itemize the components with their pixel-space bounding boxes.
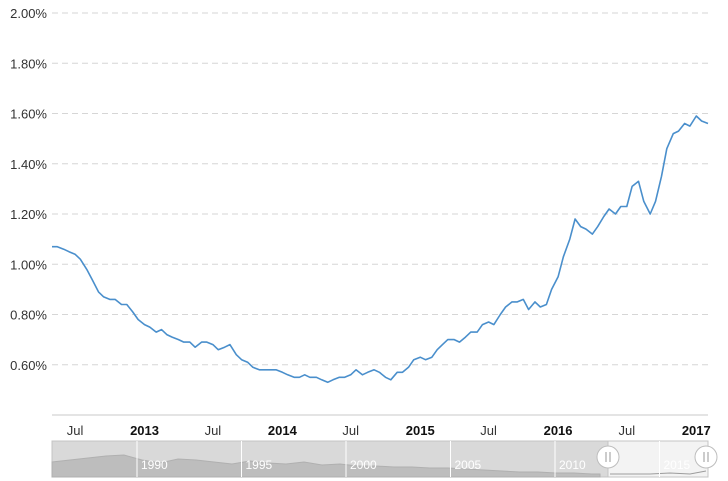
y-tick-label: 1.40%: [10, 157, 47, 172]
navigator-labels: 1990 1995 2000 2005 2010 2015: [141, 458, 691, 472]
navigator-label: 2000: [350, 458, 377, 472]
y-tick-label: 0.60%: [10, 358, 47, 373]
x-tick-label: Jul: [342, 423, 359, 438]
navigator-handle-right[interactable]: [694, 445, 718, 469]
y-tick-label: 0.80%: [10, 308, 47, 323]
navigator-label: 1990: [141, 458, 168, 472]
navigator-sparkline: [51, 454, 601, 478]
navigator-handle-left[interactable]: [596, 445, 620, 469]
x-tick-label: 2017: [682, 423, 711, 438]
navigator-selection[interactable]: [607, 440, 709, 478]
y-tick-label: 1.80%: [10, 56, 47, 71]
y-tick-label: 1.20%: [10, 207, 47, 222]
x-tick-label: 2016: [544, 423, 573, 438]
x-axis: Jul 2013 Jul 2014 Jul 2015 Jul 2016 Jul 2017: [67, 423, 711, 438]
x-tick-label: 2015: [406, 423, 435, 438]
y-tick-label: 2.00%: [10, 6, 47, 21]
y-axis: 0.60% 0.80% 1.00% 1.20% 1.40% 1.60% 1.80% 2.00%: [10, 6, 47, 373]
x-tick-label: Jul: [67, 423, 84, 438]
navigator[interactable]: 1990 1995 2000 2005 2010 2015: [51, 440, 718, 478]
series-line: [52, 115, 709, 384]
navigator-label: 1995: [246, 458, 273, 472]
y-tick-label: 1.00%: [10, 257, 47, 272]
x-tick-label: Jul: [618, 423, 635, 438]
x-tick-label: Jul: [480, 423, 497, 438]
navigator-dividers: [136, 441, 660, 477]
navigator-label: 2010: [559, 458, 586, 472]
series-group: [52, 115, 709, 384]
navigator-label: 2005: [455, 458, 482, 472]
x-tick-label: 2013: [130, 423, 159, 438]
navigator-label: 2015: [664, 458, 691, 472]
y-tick-label: 1.60%: [10, 107, 47, 122]
x-tick-label: Jul: [205, 423, 222, 438]
x-tick-label: 2014: [268, 423, 298, 438]
grid-lines: [52, 12, 708, 366]
